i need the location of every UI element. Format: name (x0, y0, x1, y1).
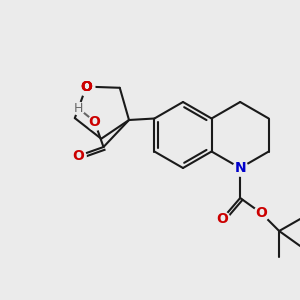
Text: O: O (72, 149, 84, 163)
Text: N: N (234, 161, 246, 175)
Text: O: O (80, 80, 92, 94)
Text: O: O (80, 80, 92, 94)
Text: O: O (88, 115, 101, 128)
Text: O: O (255, 206, 267, 220)
Text: H: H (73, 101, 83, 115)
Text: O: O (216, 212, 228, 226)
Text: O: O (80, 80, 92, 94)
